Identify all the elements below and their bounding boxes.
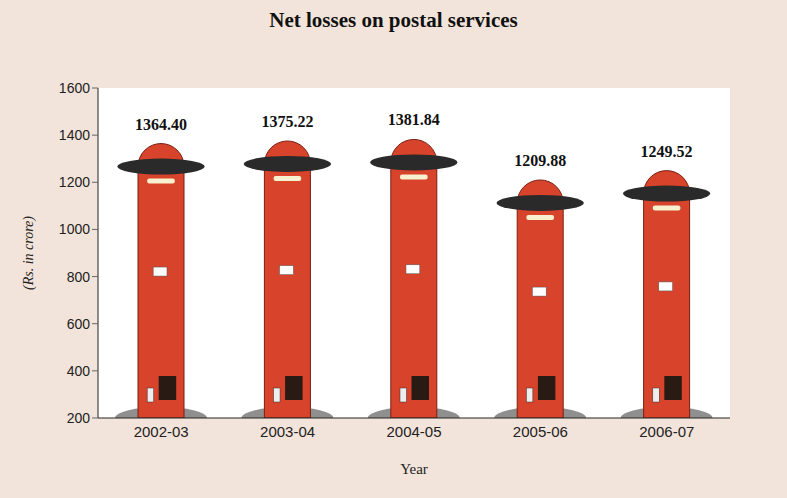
svg-text:1249.52: 1249.52	[641, 143, 693, 160]
svg-text:Year: Year	[400, 461, 428, 477]
html-text:Net losses on postal services: Net losses on postal services	[269, 8, 518, 32]
svg-text:200: 200	[67, 410, 91, 426]
svg-text:1600: 1600	[59, 80, 90, 96]
svg-text:1364.40: 1364.40	[135, 116, 187, 133]
svg-text:1209.88: 1209.88	[514, 152, 566, 169]
svg-text:600: 600	[67, 316, 91, 332]
svg-text:2002-03: 2002-03	[134, 423, 189, 440]
svg-text:(Rs. in crore): (Rs. in crore)	[21, 216, 37, 290]
svg-text:2004-05: 2004-05	[386, 423, 441, 440]
svg-text:2006-07: 2006-07	[639, 423, 694, 440]
svg-text:1400: 1400	[59, 127, 90, 143]
svg-text:400: 400	[67, 363, 91, 379]
svg-text:1381.84: 1381.84	[388, 111, 440, 128]
svg-text:800: 800	[67, 269, 91, 285]
svg-text:2003-04: 2003-04	[260, 423, 315, 440]
svg-text:2005-06: 2005-06	[513, 423, 568, 440]
svg-text:1375.22: 1375.22	[261, 113, 313, 130]
svg-text:1000: 1000	[59, 221, 90, 237]
svg-text:1200: 1200	[59, 174, 90, 190]
